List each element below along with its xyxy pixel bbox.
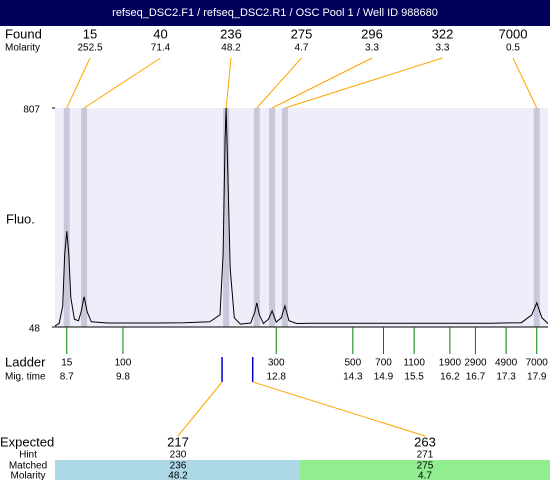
y-tick-label: 48: [29, 324, 41, 335]
expected-size: 263: [414, 434, 436, 449]
ladder-size: 2900: [464, 358, 487, 369]
title-bar: [0, 0, 550, 26]
peak-band: [253, 108, 260, 327]
ladder-size: 500: [344, 358, 361, 369]
chart-title: refseq_DSC2.F1 / refseq_DSC2.R1 / OSC Po…: [112, 7, 438, 19]
ladder-time: 15.5: [404, 372, 424, 383]
found-label: Found: [5, 26, 42, 41]
peak-band: [533, 108, 540, 327]
molarity-label: Molarity: [5, 43, 40, 54]
found-molarity: 71.4: [151, 43, 171, 54]
found-connector: [256, 57, 302, 109]
found-molarity: 3.3: [436, 43, 450, 54]
expected-size: 217: [167, 434, 189, 449]
expected-molarity: 4.7: [418, 471, 432, 480]
molarity-row-label: Molarity: [10, 471, 45, 480]
found-size: 275: [291, 26, 313, 41]
expected-connector: [252, 381, 426, 437]
hint-label: Hint: [19, 450, 37, 461]
found-connector: [225, 57, 232, 109]
ladder-label: Ladder: [5, 354, 46, 369]
expected-matched: 236: [170, 461, 187, 472]
found-size: 296: [361, 26, 383, 41]
found-size: 7000: [499, 26, 528, 41]
ladder-time: 17.3: [496, 372, 516, 383]
expected-band: [55, 460, 300, 480]
found-molarity: 4.7: [295, 43, 309, 54]
ladder-size: 7000: [526, 358, 549, 369]
expected-connector: [177, 381, 223, 437]
ladder-time: 16.2: [440, 372, 460, 383]
found-connector: [271, 57, 373, 109]
found-connector: [66, 57, 91, 109]
expected-matched: 275: [417, 461, 434, 472]
plot-area: [55, 108, 548, 327]
ladder-time: 12.8: [266, 372, 286, 383]
matched-label: Matched: [9, 461, 47, 472]
y-axis-label: Fluo.: [6, 211, 35, 226]
peak-band: [223, 108, 230, 327]
ladder-time: 14.9: [374, 372, 394, 383]
found-molarity: 3.3: [365, 43, 379, 54]
ladder-size: 15: [61, 358, 73, 369]
ladder-time: 17.9: [527, 372, 547, 383]
peak-band: [63, 108, 70, 327]
expected-hint: 230: [170, 450, 187, 461]
ladder-time: 8.7: [60, 372, 74, 383]
found-molarity: 252.5: [77, 43, 102, 54]
found-size: 40: [153, 26, 167, 41]
found-connector: [512, 57, 538, 109]
found-molarity: 48.2: [221, 43, 241, 54]
expected-band: [300, 460, 550, 480]
trace: [54, 107, 549, 327]
ladder-time: 9.8: [116, 372, 130, 383]
ladder-time: 14.3: [343, 372, 363, 383]
expected-hint: 271: [417, 450, 434, 461]
ladder-size: 100: [115, 358, 132, 369]
expected-label: Expected: [0, 434, 54, 449]
found-size: 236: [220, 26, 242, 41]
peak-band: [269, 108, 276, 327]
y-tick-label: 807: [23, 105, 40, 116]
mig-time-label: Mig. time: [5, 372, 46, 383]
ladder-size: 700: [375, 358, 392, 369]
ladder-size: 1100: [403, 358, 425, 369]
peak-band: [81, 108, 88, 327]
ladder-size: 4900: [495, 358, 518, 369]
ladder-size: 300: [268, 358, 285, 369]
found-size: 322: [432, 26, 454, 41]
peak-band: [281, 108, 288, 327]
ladder-time: 16.7: [466, 372, 486, 383]
found-connector: [83, 57, 161, 109]
expected-molarity: 48.2: [168, 471, 188, 480]
found-connector: [284, 57, 443, 109]
found-size: 15: [83, 26, 97, 41]
ladder-size: 1900: [439, 358, 462, 369]
found-molarity: 0.5: [506, 43, 520, 54]
